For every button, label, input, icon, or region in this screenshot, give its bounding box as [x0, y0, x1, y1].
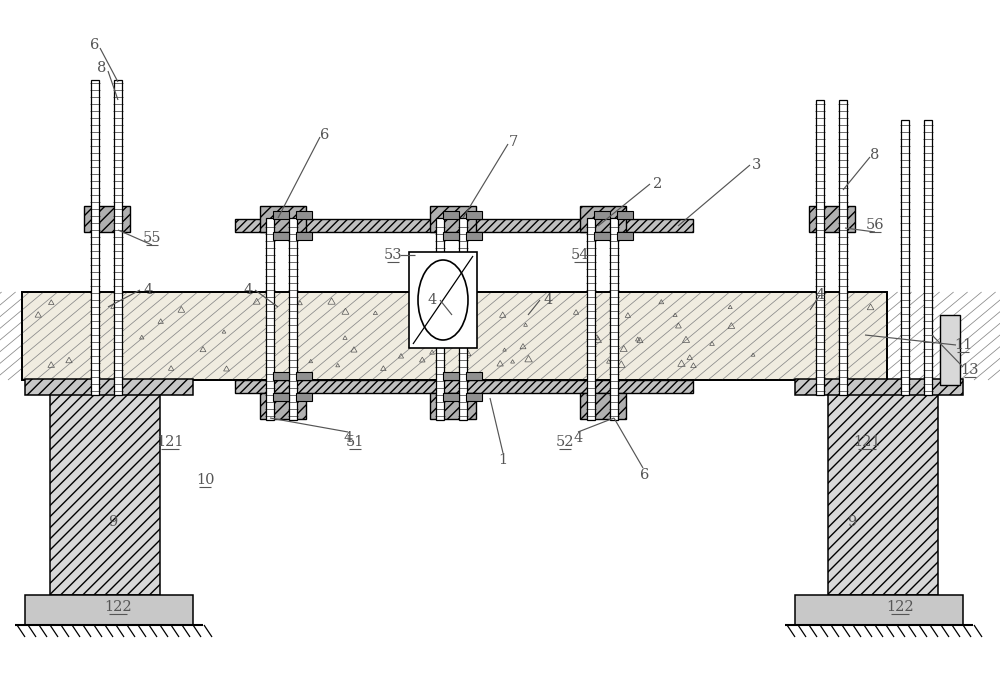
- Bar: [296, 372, 312, 380]
- Text: 4: 4: [343, 431, 353, 445]
- Bar: [795, 595, 963, 625]
- Bar: [273, 372, 289, 380]
- Text: 8: 8: [97, 61, 107, 75]
- Ellipse shape: [418, 260, 468, 340]
- Bar: [816, 100, 824, 395]
- Bar: [296, 232, 312, 240]
- Bar: [940, 315, 960, 385]
- Bar: [114, 80, 122, 395]
- Bar: [580, 393, 626, 419]
- Bar: [296, 211, 312, 219]
- Bar: [795, 379, 963, 395]
- Text: 6: 6: [320, 128, 330, 142]
- Bar: [466, 232, 482, 240]
- Text: 56: 56: [866, 218, 884, 232]
- Bar: [260, 206, 306, 232]
- Bar: [91, 80, 99, 395]
- Text: 11: 11: [954, 338, 972, 352]
- Bar: [25, 595, 193, 625]
- Bar: [617, 211, 633, 219]
- Text: 122: 122: [104, 600, 132, 614]
- Bar: [273, 393, 289, 401]
- Bar: [22, 292, 887, 380]
- Text: 9: 9: [108, 515, 118, 529]
- Bar: [828, 385, 938, 595]
- Bar: [25, 379, 193, 395]
- Bar: [409, 252, 477, 348]
- Text: 4: 4: [543, 293, 553, 307]
- Bar: [235, 219, 693, 232]
- Text: 7: 7: [508, 135, 518, 149]
- Bar: [594, 232, 610, 240]
- Bar: [839, 100, 847, 395]
- Bar: [289, 218, 297, 420]
- Text: 1: 1: [498, 453, 508, 467]
- Text: 6: 6: [640, 468, 650, 482]
- Bar: [617, 232, 633, 240]
- Bar: [84, 206, 130, 232]
- Text: 122: 122: [886, 600, 914, 614]
- Bar: [22, 292, 887, 380]
- Bar: [459, 218, 467, 420]
- Text: 54: 54: [571, 248, 589, 262]
- Text: 8: 8: [870, 148, 880, 162]
- Bar: [580, 206, 626, 232]
- Bar: [273, 232, 289, 240]
- Bar: [466, 393, 482, 401]
- Bar: [443, 372, 459, 380]
- Bar: [594, 211, 610, 219]
- Text: 51: 51: [346, 435, 364, 449]
- Text: 3: 3: [752, 158, 762, 172]
- Bar: [443, 232, 459, 240]
- Bar: [235, 380, 693, 393]
- Text: 55: 55: [143, 231, 161, 245]
- Text: 52: 52: [556, 435, 574, 449]
- Bar: [466, 211, 482, 219]
- Text: 4: 4: [243, 283, 253, 297]
- Bar: [809, 206, 855, 232]
- Bar: [430, 206, 476, 232]
- Text: 4: 4: [815, 288, 825, 302]
- Bar: [443, 393, 459, 401]
- Bar: [466, 372, 482, 380]
- Text: 121: 121: [853, 435, 881, 449]
- Text: 9: 9: [847, 515, 857, 529]
- Text: 4: 4: [143, 283, 153, 297]
- Text: 6: 6: [90, 38, 100, 52]
- Bar: [901, 120, 909, 395]
- Bar: [50, 385, 160, 595]
- Bar: [273, 211, 289, 219]
- Text: 53: 53: [384, 248, 402, 262]
- Bar: [610, 218, 618, 420]
- Bar: [266, 218, 274, 420]
- Text: 10: 10: [196, 473, 214, 487]
- Text: 13: 13: [961, 363, 979, 377]
- Bar: [436, 218, 444, 420]
- Bar: [924, 120, 932, 395]
- Bar: [430, 393, 476, 419]
- Bar: [587, 218, 595, 420]
- Text: 121: 121: [156, 435, 184, 449]
- Text: 4: 4: [427, 293, 437, 307]
- Text: 2: 2: [653, 177, 663, 191]
- Text: 4: 4: [573, 431, 583, 445]
- Bar: [443, 211, 459, 219]
- Bar: [260, 393, 306, 419]
- Bar: [296, 393, 312, 401]
